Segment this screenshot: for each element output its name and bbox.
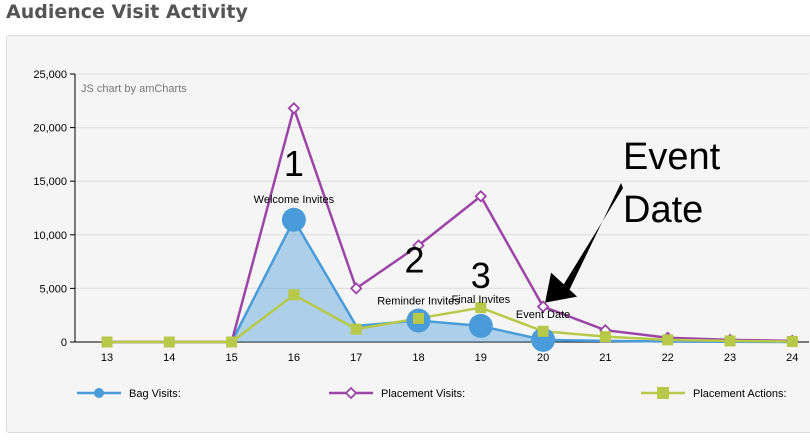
marker-layer — [101, 102, 799, 352]
page-title: Audience Visit Activity — [6, 1, 248, 23]
legend-label: Placement Visits: — [381, 388, 465, 400]
y-tick-label: 15,000 — [33, 176, 67, 188]
legend-item[interactable]: Bag Visits: — [77, 388, 181, 400]
event-label: Event Date — [516, 309, 570, 321]
chart-panel: 0 5,000 10,000 15,000 20,000 25,000 13 14 15 16 17… — [6, 35, 810, 433]
series-line-0 — [107, 218, 793, 344]
legend-marker — [344, 386, 358, 400]
x-tick-label: 15 — [225, 352, 237, 364]
legend-marker — [94, 388, 104, 398]
placement-actions-point[interactable] — [475, 302, 487, 314]
callout-arrow-shaft — [561, 183, 623, 295]
callout-line-1: Event — [623, 136, 721, 178]
x-tick-label: 16 — [288, 352, 300, 364]
callout-line-2: Date — [623, 189, 703, 231]
event-label: Welcome Invites — [254, 194, 335, 206]
placement-actions-point[interactable] — [226, 336, 238, 348]
placement-visits-point[interactable] — [349, 282, 363, 295]
y-tick-label: 20,000 — [33, 123, 67, 135]
event-label: Reminder Invites — [377, 296, 460, 308]
annotation-layer: Welcome Invites 1 Reminder Invites 2 Final I… — [254, 136, 721, 321]
y-tick-label: 0 — [61, 337, 67, 349]
event-number: 1 — [284, 143, 304, 184]
placement-visits-point[interactable] — [474, 189, 488, 203]
legend-label: Placement Actions: — [693, 388, 787, 400]
placement-actions-point[interactable] — [163, 336, 175, 348]
event-number: 2 — [404, 240, 424, 281]
line-layer — [107, 107, 793, 344]
placement-visits-point[interactable] — [412, 239, 425, 252]
x-tick-label: 23 — [724, 352, 736, 364]
y-tick-label: 5,000 — [39, 283, 67, 295]
event-number: 3 — [471, 255, 491, 296]
placement-actions-point[interactable] — [350, 323, 362, 335]
bag-visits-point[interactable] — [468, 313, 493, 338]
event-label: Final Invites — [451, 294, 510, 306]
x-tick-label: 24 — [786, 352, 798, 364]
x-tick-label: 17 — [350, 352, 362, 364]
legend-layer: Bag Visits: Placement Visits: Placement Ac… — [77, 386, 787, 400]
placement-actions-point[interactable] — [537, 325, 549, 337]
placement-actions-point[interactable] — [288, 289, 300, 301]
placement-actions-point[interactable] — [101, 336, 113, 348]
placement-actions-point[interactable] — [724, 335, 736, 347]
x-tick-label: 19 — [475, 352, 487, 364]
placement-actions-point[interactable] — [786, 335, 798, 347]
x-tick-label: 22 — [662, 352, 674, 364]
callout-arrow-head — [545, 272, 578, 303]
chart-credit[interactable]: JS chart by amCharts — [81, 83, 187, 95]
legend-label: Bag Visits: — [129, 388, 181, 400]
series-line-2 — [107, 293, 793, 344]
legend-item[interactable]: Placement Visits: — [329, 386, 465, 400]
x-tick-label: 21 — [599, 352, 611, 364]
bag-visits-point[interactable] — [281, 207, 306, 232]
placement-visits-point[interactable] — [287, 102, 301, 115]
legend-item[interactable]: Placement Actions: — [641, 387, 787, 400]
x-tick-label: 20 — [537, 352, 549, 364]
legend-marker — [657, 387, 669, 399]
placement-actions-point[interactable] — [413, 312, 424, 324]
placement-actions-point[interactable] — [662, 334, 674, 346]
x-tick-label: 13 — [101, 352, 113, 364]
y-tick-label: 10,000 — [33, 230, 67, 242]
x-tick-label: 14 — [163, 352, 175, 364]
x-tick-label: 18 — [412, 352, 424, 364]
y-tick-label: 25,000 — [33, 69, 67, 81]
bag-visits-point[interactable] — [531, 327, 556, 352]
placement-actions-point[interactable] — [599, 331, 611, 343]
placement-visits-point[interactable] — [536, 300, 550, 313]
